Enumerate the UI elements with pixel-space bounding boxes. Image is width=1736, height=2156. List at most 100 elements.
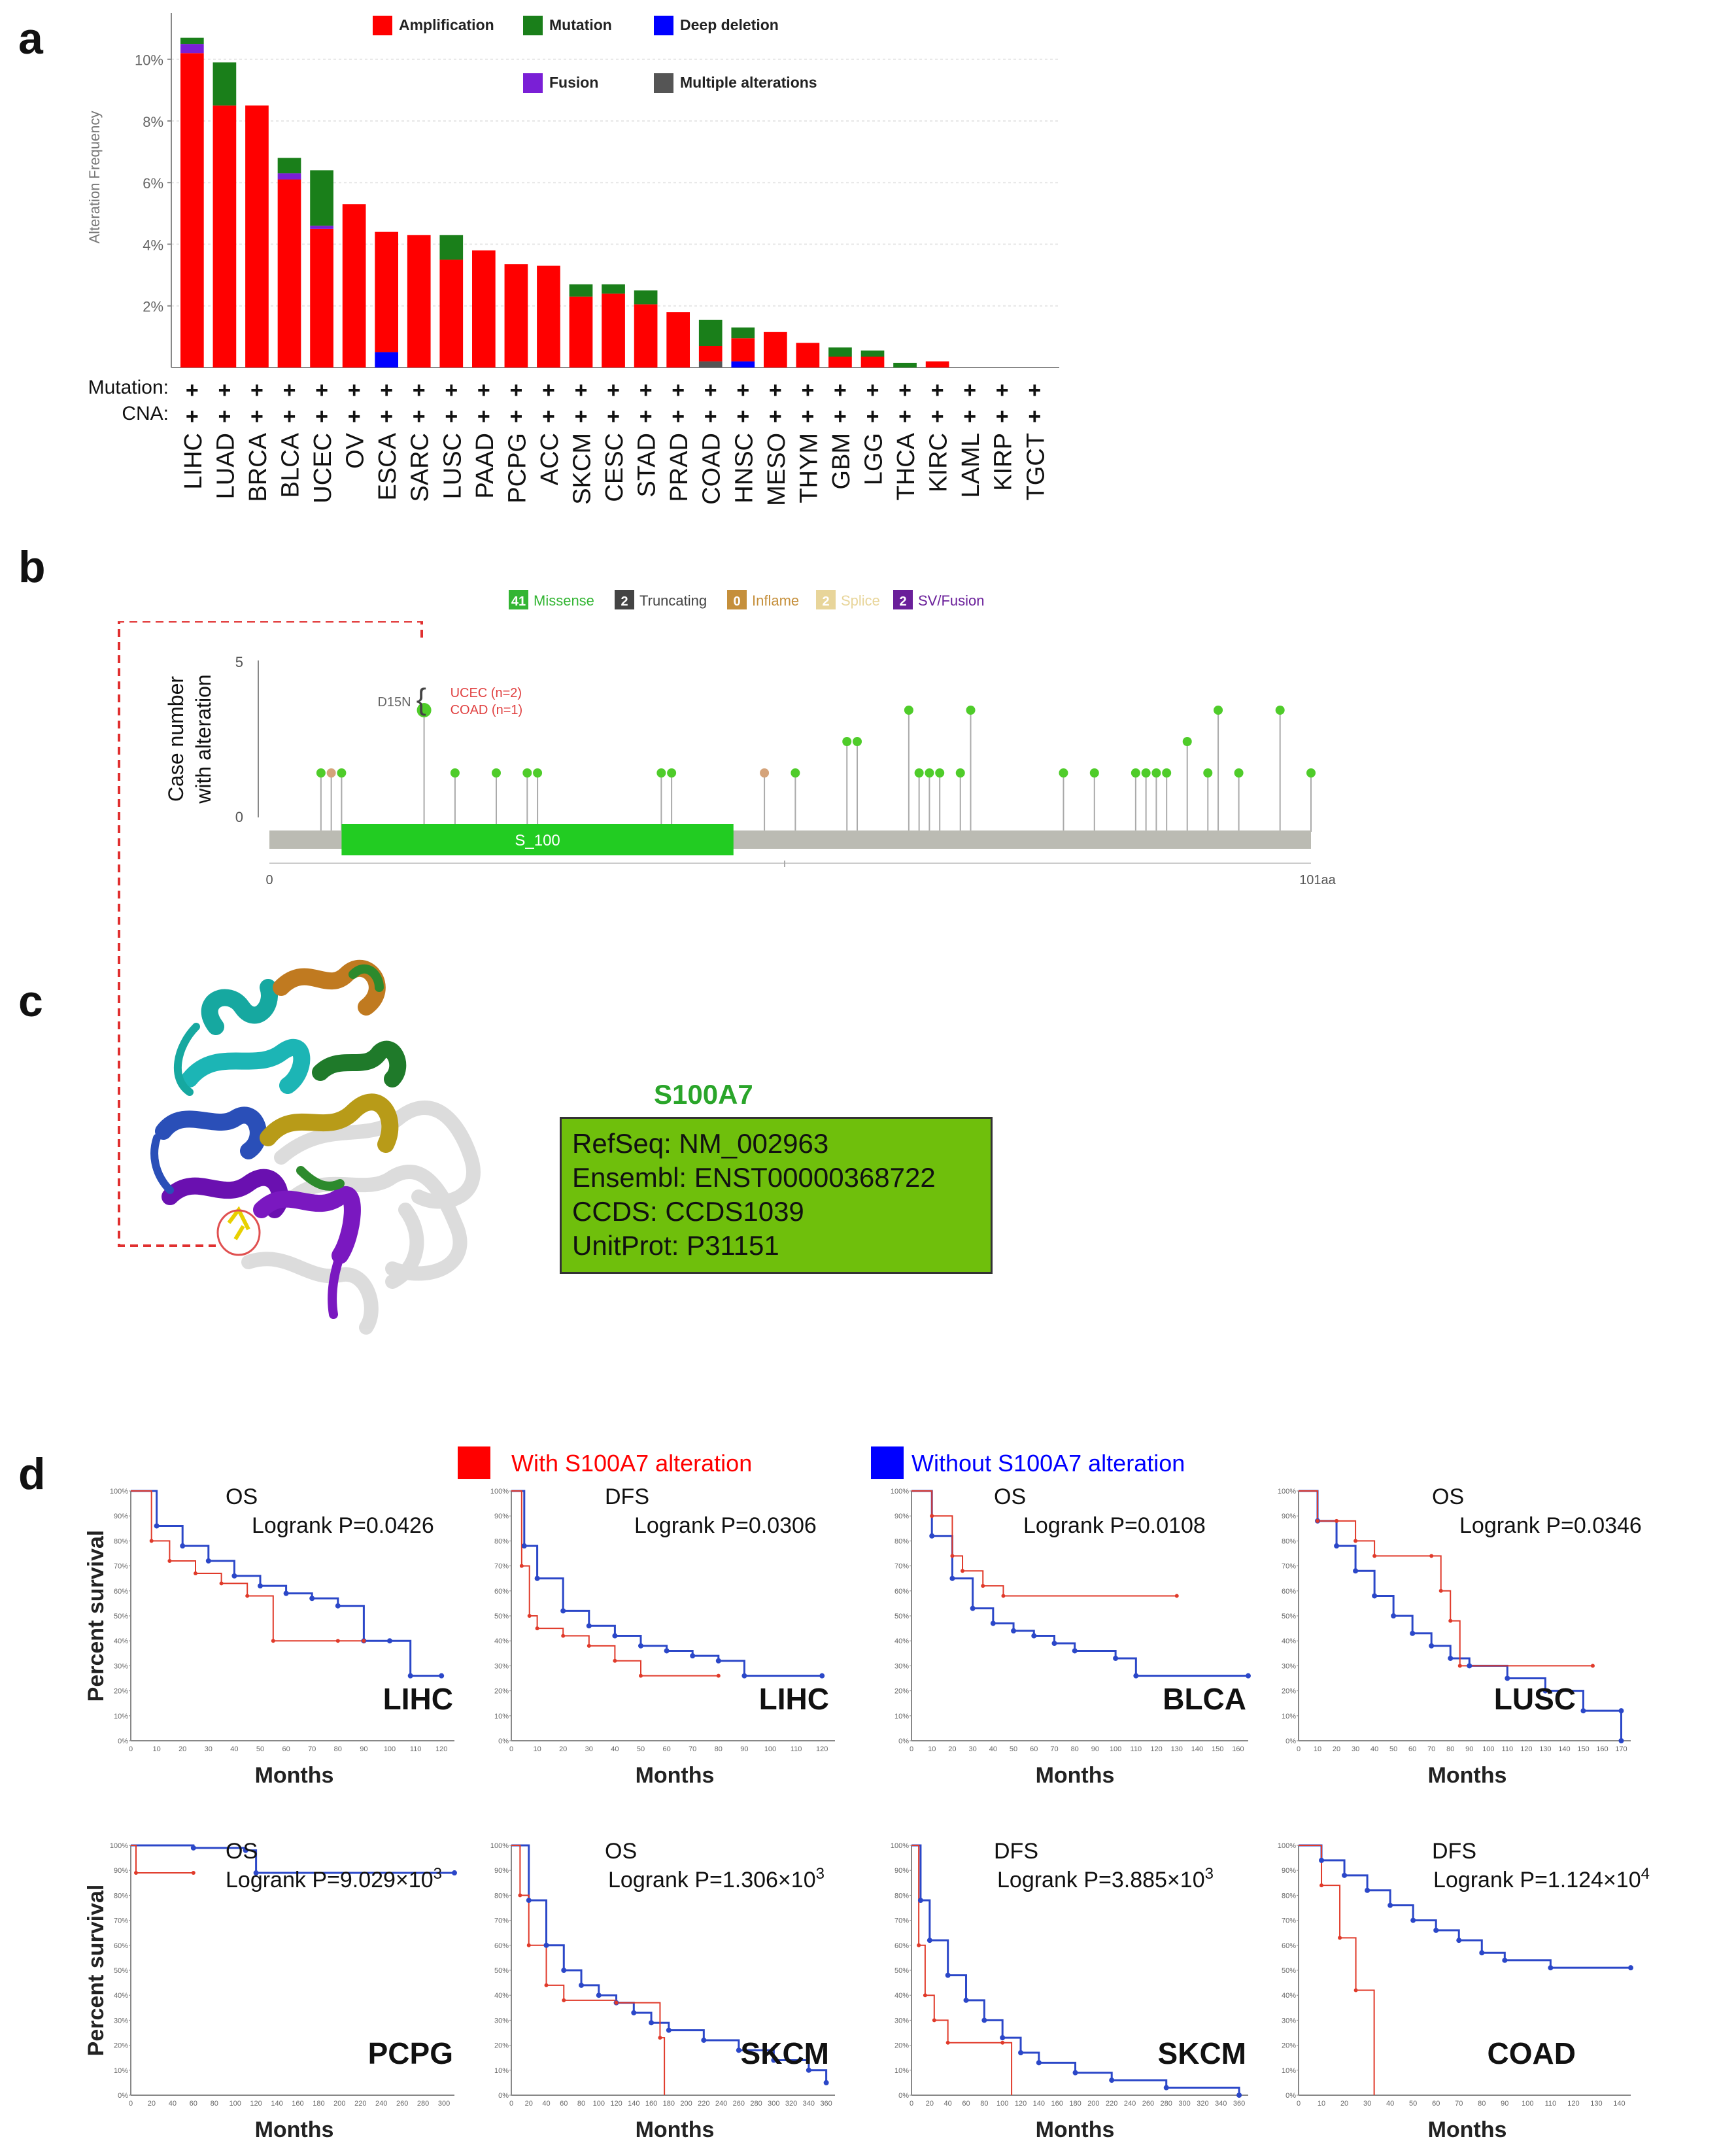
- legend-label: Mutation: [549, 16, 612, 33]
- censor-mark: [1618, 1708, 1624, 1714]
- censor-mark: [133, 1871, 138, 1875]
- lollipop-dot: [1141, 768, 1151, 778]
- x-tick-label: TGCT: [1022, 433, 1049, 500]
- censor-mark: [1505, 1675, 1510, 1681]
- y-tick-label: 20%: [494, 1688, 509, 1696]
- censor-mark: [927, 1938, 932, 1943]
- bar-segment-amplification: [925, 361, 949, 368]
- censor-mark: [963, 1997, 969, 2003]
- x-tick-label: 20: [559, 1745, 567, 1753]
- x-tick-label: 100: [384, 1745, 396, 1753]
- censor-mark: [283, 1590, 289, 1596]
- d15n-sidechain: [227, 1206, 250, 1241]
- annotation-brace: {: [417, 682, 426, 716]
- domain-s100: [341, 824, 734, 855]
- lollipop-dot: [1059, 768, 1068, 778]
- bar-segment-mutation: [213, 62, 237, 106]
- d15n-highlight-circle: [216, 1209, 261, 1256]
- bar-segment-amplification: [439, 260, 464, 368]
- censor-mark: [219, 1581, 224, 1586]
- y-tick-label: 30%: [114, 2017, 128, 2025]
- y-tick-label: 20%: [894, 1688, 909, 1696]
- cna-mark: +: [769, 404, 782, 429]
- km-curve-with: [131, 1845, 194, 1874]
- y-tick-label: 70%: [494, 1563, 509, 1571]
- cna-mark: +: [736, 404, 749, 429]
- y-tick-label: 20%: [1282, 1688, 1296, 1696]
- y-tick-label: 20%: [114, 2042, 128, 2050]
- x-tick-label: 150: [1212, 1745, 1223, 1753]
- alteration-frequency-chart: 2%4%6%8%10%Alteration Frequency++LIHC++L…: [86, 13, 1059, 506]
- censor-mark: [439, 1673, 445, 1679]
- km-curve-without: [1299, 1844, 1631, 1969]
- x-axis-label: Months: [636, 2117, 715, 2142]
- logrank-p: Logrank P=0.0108: [1023, 1513, 1206, 1538]
- censor-mark: [1011, 1628, 1017, 1634]
- cancer-label: LIHC: [383, 1682, 453, 1716]
- legend-count-box: [509, 590, 528, 609]
- x-tick-label: 30: [1352, 1745, 1359, 1753]
- lollipop-dot: [1131, 768, 1140, 778]
- x-tick-label: THYM: [795, 433, 823, 504]
- survival-type: DFS: [605, 1484, 649, 1509]
- cancer-label: LUSC: [1494, 1682, 1576, 1716]
- x-axis-label: Months: [1036, 2117, 1115, 2142]
- x-tick-label: 90: [1501, 2100, 1508, 2108]
- x-axis-label: Months: [255, 1763, 334, 1788]
- x-tick-label: 130: [1539, 1745, 1551, 1753]
- censor-mark: [452, 1870, 457, 1876]
- x-tick-label: GBM: [828, 433, 855, 490]
- x-tick-label: 80: [211, 2100, 218, 2108]
- refseq-line: RefSeq: NM_002963: [572, 1128, 829, 1159]
- x-tick-label: 160: [1051, 2100, 1063, 2108]
- survival-type: OS: [226, 1484, 258, 1509]
- bar-segment-amplification: [472, 250, 496, 368]
- x-tick-label: LAML: [957, 433, 985, 498]
- bar-segment-mutation: [602, 284, 625, 294]
- info-gene-title: S100A7: [654, 1079, 753, 1110]
- survival-type: OS: [226, 1839, 258, 1864]
- x-tick-label: 80: [1478, 2100, 1486, 2108]
- km-curve-with: [131, 1490, 364, 1642]
- cna-mark: +: [1028, 404, 1041, 429]
- censor-mark: [587, 1643, 591, 1648]
- censor-mark: [1018, 2050, 1024, 2056]
- censor-mark: [1319, 1857, 1325, 1863]
- x-tick-label: PCPG: [503, 433, 531, 504]
- x-tick-label: ESCA: [374, 432, 401, 500]
- censor-mark: [1410, 1630, 1416, 1636]
- y-tick-label: 50%: [494, 1613, 509, 1620]
- legend-count: 41: [511, 594, 526, 609]
- legend-swatch-without: [871, 1446, 904, 1479]
- x-tick-label: 220: [698, 2100, 709, 2108]
- censor-mark: [1429, 1554, 1434, 1558]
- x-tick-label: 280: [1161, 2100, 1172, 2108]
- x-tick-label: 320: [1197, 2100, 1208, 2108]
- y-tick-label: 90%: [1282, 1513, 1296, 1520]
- mutation-mark: +: [834, 378, 847, 403]
- x-tick-label: 60: [1030, 1745, 1038, 1753]
- censor-mark: [715, 1658, 721, 1664]
- censor-mark: [527, 1614, 532, 1618]
- censor-mark: [990, 1620, 996, 1626]
- mutation-mark: +: [283, 378, 296, 403]
- censor-mark: [1236, 2093, 1242, 2098]
- censor-mark: [560, 1608, 566, 1614]
- x-tick-label: KIRC: [925, 433, 953, 492]
- y-tick-label: 30%: [894, 2017, 909, 2025]
- x-tick-label: LGG: [860, 433, 888, 485]
- y-tick-label: 50%: [494, 1967, 509, 1975]
- x-tick-label: 60: [1432, 2100, 1440, 2108]
- x-tick-label: 80: [1446, 1745, 1454, 1753]
- y-tick-label: 100%: [490, 1488, 509, 1496]
- cna-mark: +: [542, 404, 555, 429]
- bar-segment-multiple-alterations: [698, 361, 723, 368]
- mutation-mark: +: [186, 378, 199, 403]
- x-tick-label: 280: [417, 2100, 429, 2108]
- y-tick-label: 40%: [114, 1637, 128, 1645]
- lollipop-dot: [914, 768, 924, 778]
- censor-mark: [1580, 1708, 1586, 1714]
- x-tick-label: 200: [1087, 2100, 1099, 2108]
- legend-label: Amplification: [399, 16, 494, 33]
- y-tick-label: 10%: [114, 2067, 128, 2075]
